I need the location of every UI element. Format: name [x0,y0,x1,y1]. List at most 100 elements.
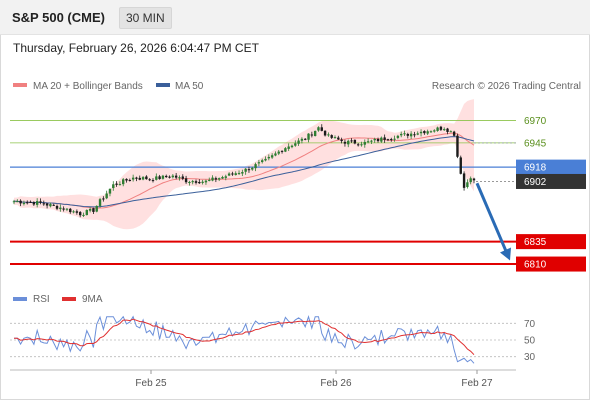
forecast-arrow [475,182,511,261]
candle-body [396,135,400,138]
candle-body [42,203,45,205]
candle-body [462,173,466,188]
candle-body [290,145,294,148]
candle-body [363,141,366,145]
candle-body [350,140,353,142]
candle-body [280,150,284,152]
rsi-panel: 70 50 30 [10,314,536,364]
candle-body [449,131,453,133]
candle-body [92,208,95,212]
pivot-label: 6918 [524,163,547,174]
pivot-tag [516,159,586,175]
candle-body [452,131,456,136]
rsi-tick-50: 50 [524,336,536,347]
candle-body [217,178,221,180]
candle-body [419,131,423,134]
candle-body [69,208,72,213]
candle-body [198,181,201,184]
candle-body [168,176,171,178]
candle-body [85,210,89,216]
candle-body [241,172,244,174]
level-labels: 6970 6945 6918 6835 6810 6902 [516,116,586,272]
candle-body [376,138,380,142]
candle-body [251,167,254,170]
candle-body [118,184,122,186]
resistance-label-6970: 6970 [524,116,547,127]
candle-body [307,133,310,140]
x-tick-label: Feb 26 [320,378,352,389]
x-axis: Feb 25 Feb 26 Feb 27 [10,369,516,389]
candle-body [237,172,241,174]
moving-averages [13,132,475,209]
candle-body [383,137,386,140]
candle-body [313,130,317,137]
candle-body [300,138,304,141]
candle-body [95,205,98,212]
rsi-line [13,314,475,364]
candle-body [105,193,108,199]
last-price-label: 6902 [524,177,547,188]
candle-body [443,129,446,131]
candle-body [188,181,191,184]
candle-body [340,139,343,142]
forecast-arrow-head [500,247,511,261]
candle-body [347,140,350,145]
candle-body [456,135,459,157]
candle-body [161,175,165,179]
candle-body [155,176,158,180]
candle-body [227,173,231,176]
candle-body [472,178,476,181]
rsi-tick-30: 30 [524,352,536,363]
candle-body [55,205,59,209]
candle-body [19,200,22,204]
candle-body [386,139,390,141]
timeframe-badge[interactable]: 30 MIN [119,7,172,29]
candle-body [115,183,118,185]
candle-body [224,176,227,178]
candle-body [151,180,155,182]
candle-body [317,127,320,131]
candle-body [138,177,141,180]
candle-body [181,176,184,179]
timestamp: Thursday, February 26, 2026 6:04:47 PM C… [13,41,259,55]
candle-body [145,176,148,180]
candle-body [45,203,49,206]
candle-body [380,137,383,142]
candle-body [171,175,175,178]
candle-body [22,203,26,205]
candle-body [257,162,261,164]
candle-body [297,140,300,144]
candle-body [459,157,462,174]
candle-body [108,188,112,194]
candle-body [174,175,178,178]
ma20-legend-swatch [13,83,27,87]
candle-body [406,134,410,136]
support-label-6810: 6810 [524,260,547,271]
support-label-6835: 6835 [524,237,547,248]
candle-body [469,178,472,183]
candle-body [370,140,373,142]
candle-body [254,164,257,169]
candle-body [194,181,198,183]
candle-body [426,131,429,134]
candle-body [211,177,214,181]
candle-body [466,182,469,188]
candle-body [178,177,181,179]
candle-body [128,180,132,182]
candle-body [165,175,168,178]
rsi-legend-label: RSI [33,294,50,305]
candle-body [244,168,247,172]
chart-header: S&P 500 (CME) 30 MIN [0,0,590,35]
rsi-ma-line [13,318,475,356]
level-lines [10,120,516,266]
candle-body [429,131,433,133]
candle-body [436,127,439,131]
candle-body [360,144,363,146]
candle-body [65,208,69,210]
rsi-tick-70: 70 [524,319,536,330]
candle-body [231,173,234,175]
candle-body [343,141,347,144]
candle-body [320,127,323,131]
candle-body [416,133,419,135]
